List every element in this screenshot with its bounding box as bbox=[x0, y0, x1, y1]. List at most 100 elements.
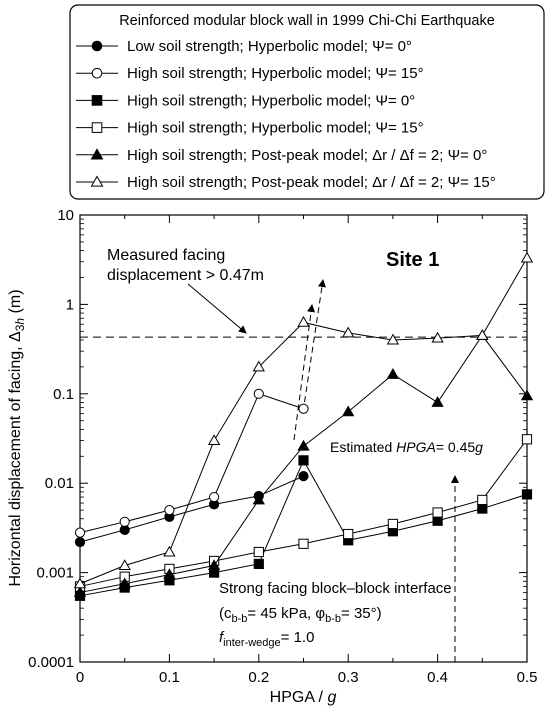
data-point bbox=[342, 405, 355, 417]
measured-label-line2: displacement > 0.47m bbox=[107, 267, 264, 284]
data-point bbox=[119, 516, 130, 527]
data-point bbox=[520, 389, 534, 401]
legend-label: High soil strength; Post-peak model; Δr … bbox=[127, 174, 496, 191]
axis-ticks bbox=[79, 214, 528, 663]
series-line bbox=[79, 257, 528, 585]
series-6 bbox=[73, 251, 534, 589]
series-3 bbox=[74, 455, 533, 601]
data-point bbox=[209, 491, 220, 503]
data-point bbox=[521, 434, 533, 445]
data-point bbox=[343, 528, 354, 540]
estimated-hpga-label: Estimated HPGA= 0.45g bbox=[330, 439, 483, 455]
series-2 bbox=[74, 388, 309, 538]
measured-pointer-arrow bbox=[187, 283, 247, 334]
data-point bbox=[118, 577, 131, 589]
data-point bbox=[73, 586, 87, 597]
data-point bbox=[298, 471, 309, 482]
data-point bbox=[298, 403, 309, 414]
legend-entry-3: High soil strength; Hyperbolic model; Ψ=… bbox=[76, 92, 415, 109]
data-point bbox=[253, 388, 264, 399]
data-point bbox=[297, 439, 310, 451]
y-tick-label: 10 bbox=[57, 207, 74, 224]
legend-entry-4: High soil strength; Hyperbolic model; Ψ=… bbox=[76, 120, 424, 137]
data-point bbox=[253, 546, 264, 558]
x-tick-label: 0 bbox=[76, 669, 84, 686]
legend-label: Low soil strength; Hyperbolic model; Ψ= … bbox=[127, 38, 412, 55]
legend-title: Reinforced modular block wall in 1999 Ch… bbox=[119, 13, 495, 29]
x-tick-label: 0.5 bbox=[517, 669, 538, 686]
data-point bbox=[207, 434, 221, 446]
legend-label: High soil strength; Hyperbolic model; Ψ=… bbox=[127, 65, 424, 82]
series-line bbox=[79, 393, 304, 534]
x-axis-title: HPGA / g bbox=[270, 689, 337, 706]
legend-entries: Low soil strength; Hyperbolic model; Ψ= … bbox=[76, 38, 496, 191]
legend-marker bbox=[90, 175, 104, 187]
data-point bbox=[118, 559, 131, 570]
interface-label-line3: finter-wedge= 1.0 bbox=[219, 629, 314, 649]
y-axis-title: Horizontal displacement of facing, Δ3h (… bbox=[7, 289, 27, 586]
legend-label: High soil strength; Post-peak model; Δr … bbox=[127, 147, 487, 164]
data-point bbox=[297, 316, 310, 327]
data-point bbox=[520, 251, 534, 263]
data-point bbox=[252, 360, 265, 372]
data-point bbox=[431, 331, 444, 343]
data-point bbox=[74, 527, 86, 538]
x-tick-label: 0.2 bbox=[248, 669, 269, 686]
y-tick-label: 0.0001 bbox=[28, 654, 74, 671]
data-point bbox=[253, 558, 264, 570]
x-tick-label: 0.1 bbox=[159, 669, 180, 686]
interface-label-line1: Strong facing block–block interface bbox=[219, 580, 452, 597]
legend-marker bbox=[91, 67, 103, 79]
data-point bbox=[386, 333, 400, 345]
data-point bbox=[432, 507, 443, 518]
data-point bbox=[74, 536, 86, 548]
dashed-arrow-1 bbox=[302, 279, 326, 413]
series-5 bbox=[73, 329, 534, 597]
data-point bbox=[298, 538, 309, 549]
data-point bbox=[521, 489, 533, 500]
y-tick-label: 1 bbox=[66, 296, 74, 313]
x-tick-label: 0.4 bbox=[427, 669, 448, 686]
data-point bbox=[164, 505, 175, 516]
data-point bbox=[477, 503, 488, 514]
data-point bbox=[163, 545, 176, 557]
data-point bbox=[387, 518, 398, 530]
data-point bbox=[163, 568, 176, 580]
y-tick-label: 0.001 bbox=[36, 565, 74, 582]
data-point bbox=[342, 326, 355, 338]
data-point bbox=[476, 329, 489, 340]
measured-label-line1: Measured facing bbox=[107, 247, 225, 264]
x-tick-label: 0.3 bbox=[338, 669, 359, 686]
legend-marker bbox=[91, 122, 103, 133]
data-point bbox=[386, 368, 400, 379]
legend: Reinforced modular block wall in 1999 Ch… bbox=[69, 4, 545, 200]
legend-entry-1: Low soil strength; Hyperbolic model; Ψ= … bbox=[76, 38, 412, 55]
legend-marker bbox=[91, 40, 103, 52]
y-tick-label: 0.1 bbox=[53, 386, 74, 403]
y-tick-label: 0.01 bbox=[45, 475, 74, 492]
data-point bbox=[252, 493, 265, 505]
data-point bbox=[73, 577, 87, 589]
interface-label-line2: (cb-b= 45 kPa, φb-b= 35°) bbox=[219, 605, 382, 625]
legend-entry-6: High soil strength; Post-peak model; Δr … bbox=[76, 174, 496, 191]
legend-label: High soil strength; Hyperbolic model; Ψ=… bbox=[127, 92, 415, 109]
site-label: Site 1 bbox=[386, 249, 439, 271]
legend-entry-5: High soil strength; Post-peak model; Δr … bbox=[76, 147, 487, 164]
dashed-arrow-2 bbox=[293, 304, 316, 441]
data-point bbox=[431, 396, 444, 407]
legend-marker bbox=[91, 95, 103, 106]
legend-entry-2: High soil strength; Hyperbolic model; Ψ=… bbox=[76, 65, 424, 82]
legend-box bbox=[69, 4, 545, 200]
series-1 bbox=[74, 471, 309, 548]
plot-area: 0 0.1 0.2 0.3 0.4 0.5 0.0001 0.001 0.01 0.1 1 10 Si… bbox=[28, 207, 537, 686]
data-point bbox=[207, 559, 221, 570]
data-point bbox=[477, 494, 488, 506]
axis-tick-labels: 0 0.1 0.2 0.3 0.4 0.5 0.0001 0.001 0.01 0.1 1 10 bbox=[28, 207, 537, 686]
legend-marker bbox=[90, 148, 104, 160]
series-line bbox=[79, 475, 304, 543]
series-layer bbox=[73, 251, 534, 601]
legend-label: High soil strength; Hyperbolic model; Ψ=… bbox=[127, 120, 424, 137]
series-4 bbox=[74, 434, 533, 592]
data-point bbox=[298, 455, 309, 466]
